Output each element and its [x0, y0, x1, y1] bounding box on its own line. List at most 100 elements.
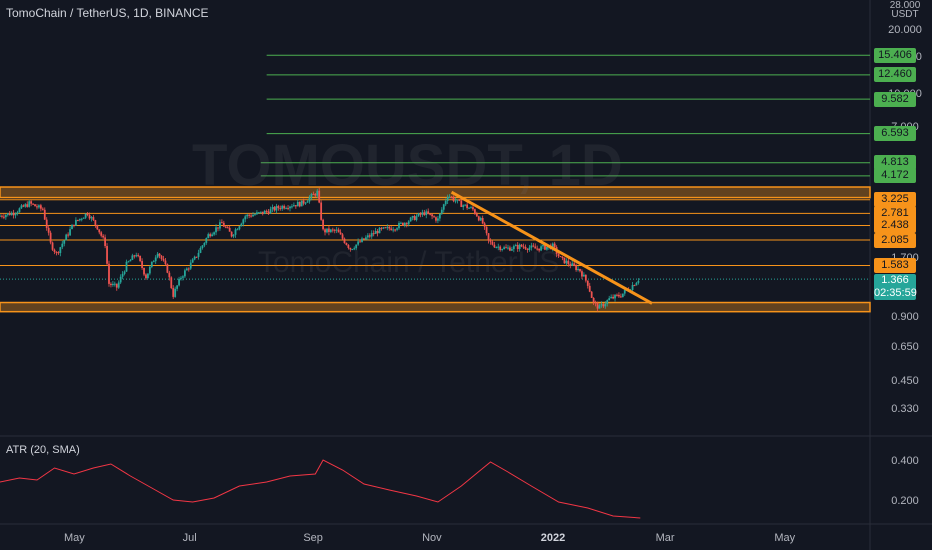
candle-body [289, 206, 291, 209]
candle-body [76, 219, 79, 221]
candle-body [493, 244, 496, 248]
candle-body [291, 206, 293, 208]
price-axis-label: 0.330 [891, 403, 919, 416]
candle-body [427, 211, 430, 214]
candle-body [341, 234, 344, 239]
time-axis-label: Jul [182, 532, 197, 544]
candle-body [347, 244, 350, 248]
candle-body [246, 214, 249, 217]
level-price-tag: 9.582 [874, 91, 916, 107]
candle-body [256, 212, 258, 215]
candle-body [588, 285, 591, 292]
candle-body [285, 208, 288, 210]
candle-body [267, 211, 270, 214]
candle-body [616, 294, 618, 296]
candle-body [448, 196, 451, 198]
candle-body [178, 278, 180, 286]
candle-body [213, 232, 215, 235]
candle-body [433, 216, 435, 218]
candle-body [187, 268, 190, 270]
candle-body [365, 237, 367, 240]
candle-body [211, 234, 214, 237]
candle-body [191, 259, 194, 263]
candle-body [403, 222, 406, 226]
level-price-tag: 2.438 [874, 218, 916, 234]
candle-body [14, 213, 17, 216]
candle-body [351, 249, 354, 251]
level-price-tag: 4.172 [874, 168, 916, 184]
candle-body [542, 244, 544, 247]
candle-body [32, 203, 34, 205]
candle-body [483, 223, 486, 227]
candle-body [592, 297, 595, 303]
candle-body [331, 229, 334, 231]
candle-body [217, 227, 219, 229]
candle-body [604, 303, 607, 307]
candle-body [308, 197, 311, 202]
candle-body [147, 273, 149, 279]
candle-body [199, 248, 202, 253]
candle-body [139, 256, 142, 262]
candle-body [318, 190, 321, 203]
candle-body [129, 259, 132, 262]
candle-body [475, 213, 478, 217]
atr-axis-label: 0.400 [891, 455, 919, 467]
candle-body [516, 245, 519, 250]
candle-body [2, 216, 5, 218]
candle-body [117, 282, 120, 288]
candle-body [152, 261, 155, 263]
candle-body [201, 245, 204, 249]
candle-body [259, 211, 262, 213]
time-axis-label: May [774, 532, 796, 544]
atr-axis-label: 0.200 [891, 495, 919, 507]
candle-body [273, 207, 276, 211]
candle-body [135, 255, 138, 257]
candle-body [581, 271, 583, 277]
candle-body [579, 268, 581, 272]
candle-body [530, 245, 533, 248]
candle-body [203, 242, 206, 246]
candle-body [499, 246, 502, 250]
candle-body [145, 274, 147, 279]
candle-body [472, 207, 474, 210]
candle-body [244, 216, 247, 220]
symbol-legend[interactable]: TomoChain / TetherUS, 1D, BINANCE [6, 6, 209, 20]
currency-label[interactable]: USDT [891, 9, 919, 20]
candle-body [170, 277, 173, 289]
candle-body [73, 224, 75, 226]
candle-body [316, 190, 319, 196]
candle-body [612, 296, 614, 299]
candle-body [569, 264, 572, 266]
candle-body [590, 291, 593, 298]
candle-body [224, 226, 227, 228]
candle-body [306, 201, 309, 203]
candle-body [119, 276, 122, 283]
candle-body [26, 204, 29, 207]
candle-body [94, 220, 97, 225]
candle-body [57, 252, 60, 254]
candle-body [115, 283, 118, 288]
candle-body [39, 205, 42, 209]
candle-body [310, 193, 313, 198]
candle-body [470, 207, 472, 209]
candle-body [193, 256, 196, 260]
candle-body [300, 200, 303, 207]
candle-body [405, 222, 408, 225]
watermark-name: TomoChain / TetherUS [258, 246, 560, 279]
candle-body [51, 242, 54, 250]
candle-body [61, 243, 64, 248]
atr-legend[interactable]: ATR (20, SMA) [6, 444, 80, 456]
candle-body [575, 265, 578, 271]
candle-body [507, 247, 509, 249]
candle-body [183, 270, 186, 277]
candle-body [477, 216, 480, 221]
level-price-tag: 6.593 [874, 126, 916, 142]
candle-body [438, 213, 441, 219]
candle-body [446, 197, 449, 201]
candle-body [168, 272, 171, 278]
candle-body [279, 208, 282, 210]
candle-body [88, 214, 91, 219]
candle-body [497, 246, 500, 248]
candle-body [553, 243, 556, 248]
